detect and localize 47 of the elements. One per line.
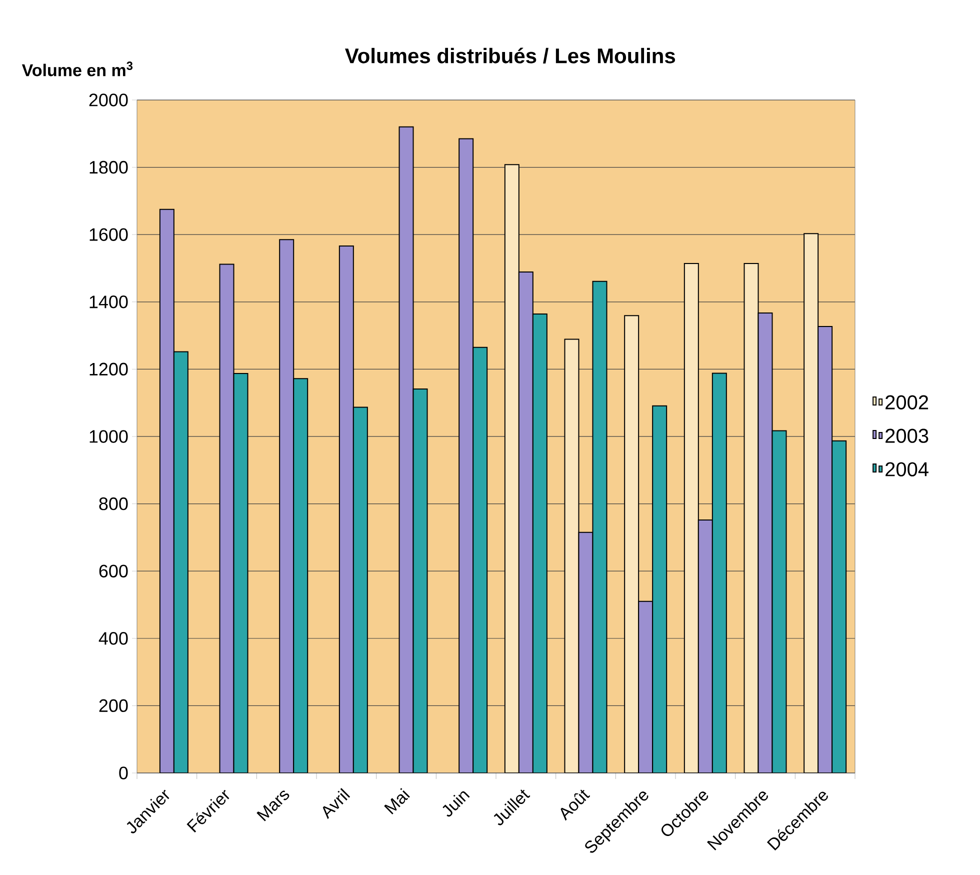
y-tick-label: 2000 <box>89 94 128 106</box>
bar <box>684 263 699 773</box>
bar <box>279 239 294 773</box>
bar <box>698 519 713 773</box>
bar <box>758 312 772 773</box>
y-tick-label: 0 <box>119 766 128 780</box>
bar <box>504 164 520 773</box>
bar <box>472 346 488 773</box>
bar <box>352 406 368 773</box>
bar <box>772 430 786 773</box>
y-tick-label: 600 <box>99 564 128 578</box>
legend-label: 2002 <box>886 395 928 410</box>
y-axis-title: Volume en m$^{3}$ <box>22 62 133 76</box>
y-tick-label: 1600 <box>90 228 128 241</box>
y-tick-label: 1400 <box>90 296 128 308</box>
legend-label: 2004 <box>886 462 928 476</box>
bar <box>532 314 548 773</box>
bar <box>412 388 428 773</box>
x-tick-label: Juin <box>442 791 470 817</box>
y-tick-label: 800 <box>99 497 128 510</box>
bar <box>159 208 174 773</box>
y-tick-label: 1800 <box>90 160 128 174</box>
bar <box>564 338 580 773</box>
y-tick-label: 200 <box>99 699 128 712</box>
bar <box>518 271 534 773</box>
legend-label: 2003 <box>886 428 928 443</box>
y-tick-label: 1000 <box>90 430 128 443</box>
bar <box>233 373 248 773</box>
bar <box>832 440 847 773</box>
y-tick-label: 400 <box>98 632 128 645</box>
bar <box>638 600 654 773</box>
bar <box>712 372 727 773</box>
x-tick-label: Mai <box>384 788 410 814</box>
bar <box>804 233 819 773</box>
bar <box>219 264 234 773</box>
bar <box>592 280 608 773</box>
bar <box>458 138 474 773</box>
bar <box>173 351 188 773</box>
y-tick-label: 1200 <box>90 362 128 376</box>
chart-title: Volumes distribués / Les Moulins <box>345 48 676 64</box>
bar <box>578 532 594 773</box>
bar <box>338 246 354 773</box>
bar <box>624 315 640 773</box>
bar <box>398 126 414 773</box>
bar <box>293 378 308 773</box>
bar <box>818 326 833 773</box>
bar <box>652 405 668 773</box>
